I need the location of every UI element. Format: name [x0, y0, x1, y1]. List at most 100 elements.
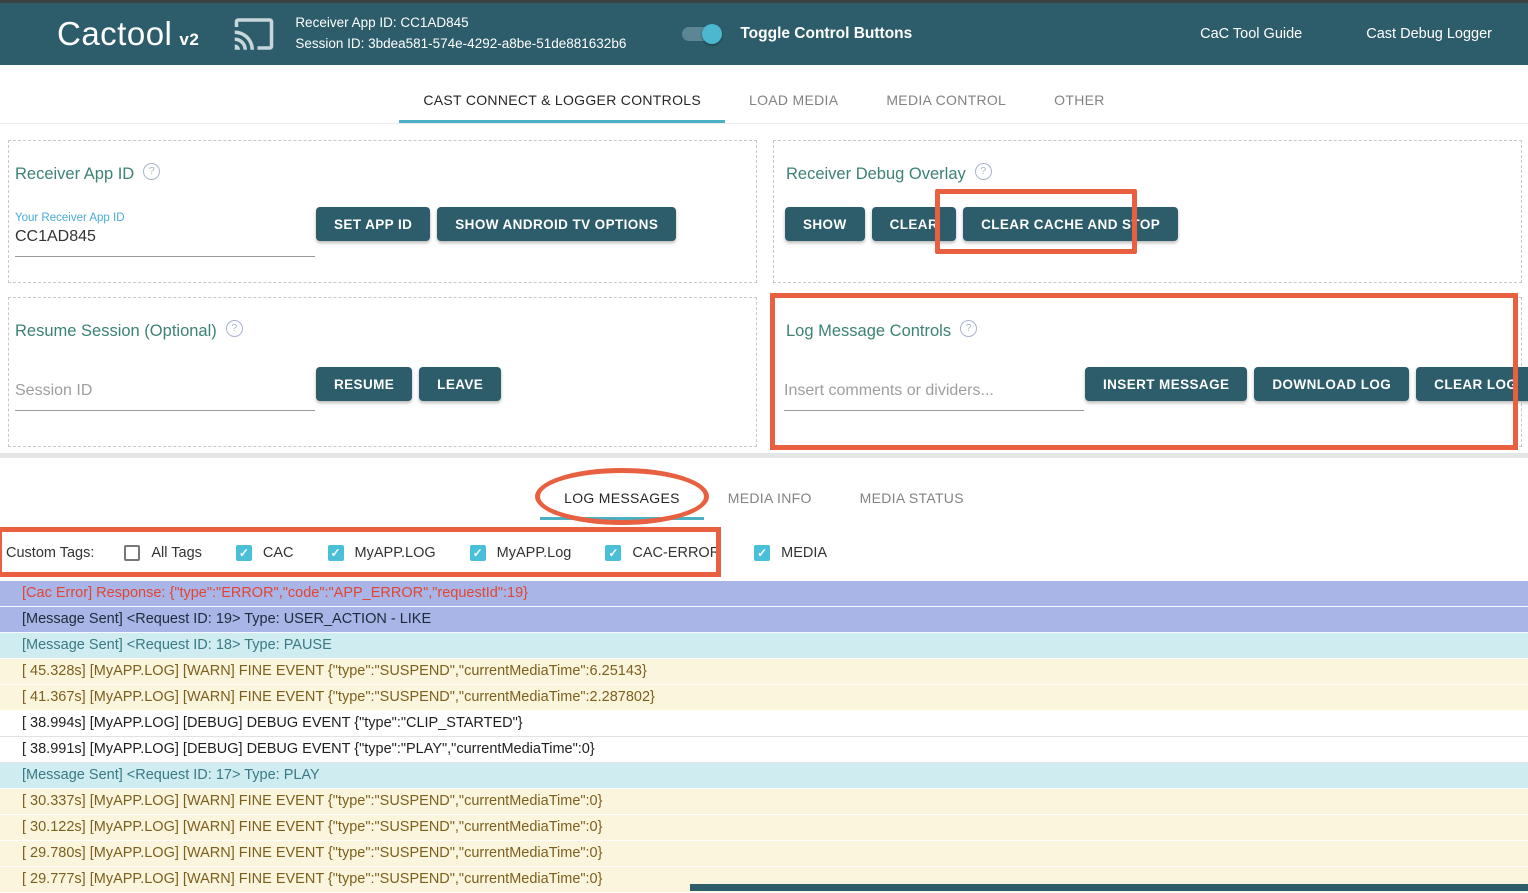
tag-label: MyAPP.LOG	[354, 544, 436, 561]
custom-tags-label: Custom Tags:	[6, 544, 95, 561]
custom-tags-row: Custom Tags: All Tags ✓ CAC ✓ MyAPP.LOG ✓ MyAP…	[0, 529, 861, 576]
log-row: [Message Sent] <Request ID: 19> Type: US…	[0, 607, 1528, 633]
tab-label: CAST CONNECT & LOGGER CONTROLS	[423, 92, 701, 108]
panel-title-text: Log Message Controls	[786, 322, 952, 340]
receiver-debug-overlay-buttons: SHOW CLEAR CLEAR CACHE AND STOP	[785, 207, 1179, 241]
receiver-app-id-input[interactable]	[15, 228, 315, 257]
log-row: [ 38.994s] [MyAPP.LOG] [DEBUG] DEBUG EVE…	[0, 711, 1528, 737]
clear-cache-and-stop-button[interactable]: CLEAR CACHE AND STOP	[963, 207, 1179, 241]
tag-filter-media[interactable]: ✓ MEDIA	[754, 544, 828, 561]
checkbox-checked-icon[interactable]: ✓	[605, 544, 622, 561]
panel-title-text: Receiver Debug Overlay	[786, 165, 966, 183]
resume-button[interactable]: RESUME	[316, 367, 413, 401]
resume-session-buttons: RESUME LEAVE	[316, 367, 502, 401]
tab-label: OTHER	[1054, 92, 1105, 108]
section-divider	[0, 453, 1528, 458]
panel-title: Receiver Debug Overlay ?	[786, 163, 992, 184]
tag-filter-all-tags[interactable]: All Tags	[124, 544, 202, 561]
log-row: [ 30.122s] [MyAPP.LOG] [WARN] FINE EVENT…	[0, 815, 1528, 841]
tab-label: MEDIA STATUS	[859, 490, 964, 506]
header-link-cac-tool-guide[interactable]: CaC Tool Guide	[1200, 26, 1303, 42]
panel-title: Log Message Controls ?	[786, 320, 978, 341]
log-row: [ 41.367s] [MyAPP.LOG] [WARN] FINE EVENT…	[0, 685, 1528, 711]
download-log-button[interactable]: DOWNLOAD LOG	[1254, 367, 1410, 401]
set-app-id-button[interactable]: SET APP ID	[316, 207, 431, 241]
log-message-controls-panel: Log Message Controls ? INSERT MESSAGEDOW…	[773, 297, 1528, 447]
leave-button[interactable]: LEAVE	[419, 367, 502, 401]
receiver-debug-overlay-panel: Receiver Debug Overlay ? SHOW CLEAR CLEAR …	[773, 140, 1522, 283]
panel-title-text: Receiver App ID	[15, 165, 135, 183]
log-messages-list: [Cac Error] Response: {"type":"ERROR","c…	[0, 581, 1528, 893]
tag-filter-cac[interactable]: ✓ CAC	[235, 544, 294, 561]
app-version: v2	[179, 30, 200, 49]
bottom-bar	[690, 884, 1528, 891]
tab-other[interactable]: OTHER	[1030, 78, 1129, 123]
tab-media-control[interactable]: MEDIA CONTROL	[862, 78, 1030, 123]
active-tab-underline	[540, 517, 704, 520]
toggle-label: Toggle Control Buttons	[740, 25, 913, 42]
app-title: Cactool	[57, 15, 173, 52]
clear-log-button[interactable]: CLEAR LOG	[1416, 367, 1528, 401]
tab-label: MEDIA INFO	[727, 490, 812, 506]
tag-filter-myapp-log[interactable]: ✓ MyAPP.Log	[469, 544, 572, 561]
tag-label: CAC	[262, 544, 294, 561]
receiver-app-id-buttons: SET APP ID SHOW ANDROID TV OPTIONS	[316, 207, 677, 241]
log-row: [ 45.328s] [MyAPP.LOG] [WARN] FINE EVENT…	[0, 659, 1528, 685]
tag-filter-myapp-log[interactable]: ✓ MyAPP.LOG	[327, 544, 436, 561]
tag-label: MyAPP.Log	[496, 544, 572, 561]
session-info: Receiver App ID: CC1AD845 Session ID: 3b…	[295, 13, 626, 55]
panel-title: Resume Session (Optional) ?	[15, 320, 243, 341]
help-icon[interactable]: ?	[225, 320, 243, 337]
log-row: [Message Sent] <Request ID: 18> Type: PA…	[0, 633, 1528, 659]
header-links: CaC Tool Guide Cast Debug Logger	[1200, 26, 1504, 42]
receiver-app-id-input-label: Your Receiver App ID	[15, 212, 125, 224]
receiver-app-id-panel: Receiver App ID ? Your Receiver App ID S…	[8, 140, 757, 283]
help-icon[interactable]: ?	[143, 163, 161, 180]
app-logo: Cactool v2	[57, 15, 199, 53]
session-id-input[interactable]	[15, 382, 315, 411]
help-icon[interactable]: ?	[960, 320, 978, 337]
show-android-tv-options-button[interactable]: SHOW ANDROID TV OPTIONS	[437, 207, 677, 241]
log-row: [ 38.991s] [MyAPP.LOG] [DEBUG] DEBUG EVE…	[0, 737, 1528, 763]
tag-label: MEDIA	[781, 544, 828, 561]
checkbox-checked-icon[interactable]: ✓	[327, 544, 344, 561]
custom-tags-items: All Tags ✓ CAC ✓ MyAPP.LOG ✓ MyAPP.Log ✓ CAC-ERR…	[124, 544, 861, 561]
help-icon[interactable]: ?	[974, 163, 992, 180]
panel-title-text: Resume Session (Optional)	[15, 322, 217, 340]
receiver-app-id-text: Receiver App ID: CC1AD845	[295, 15, 469, 31]
tab-label: LOG MESSAGES	[564, 490, 680, 506]
session-id-text: Session ID: 3bdea581-574e-4292-a8be-51de…	[295, 36, 627, 51]
tag-label: All Tags	[151, 544, 202, 561]
panel-title: Receiver App ID ?	[15, 163, 161, 184]
log-message-buttons: INSERT MESSAGE DOWNLOAD LOG CLEAR LOG	[1085, 367, 1528, 401]
log-row: [ 29.780s] [MyAPP.LOG] [WARN] FINE EVENT…	[0, 841, 1528, 867]
insert-message-button[interactable]: INSERT MESSAGE	[1085, 367, 1248, 401]
checkbox-checked-icon[interactable]: ✓	[235, 544, 252, 561]
tab-log-messages[interactable]: LOG MESSAGES	[540, 478, 704, 520]
chromecast-icon	[235, 18, 274, 50]
log-row: [Message Sent] <Request ID: 17> Type: PL…	[0, 763, 1528, 789]
checkbox-unchecked-icon[interactable]	[124, 544, 141, 561]
clear-button[interactable]: CLEAR	[871, 207, 957, 241]
header-link-cast-debug-logger[interactable]: Cast Debug Logger	[1366, 26, 1492, 42]
checkbox-checked-icon[interactable]: ✓	[469, 544, 486, 561]
log-message-input[interactable]	[784, 382, 1084, 411]
show-button[interactable]: SHOW	[785, 207, 865, 241]
toggle-control-buttons-switch[interactable]	[682, 24, 723, 44]
primary-tabbar: CAST CONNECT & LOGGER CONTROLS LOAD MEDIA…	[0, 78, 1528, 124]
tab-cast-connect-logger-controls[interactable]: CAST CONNECT & LOGGER CONTROLS	[399, 78, 725, 123]
tag-label: CAC-ERROR	[632, 544, 721, 561]
toggle-knob[interactable]	[702, 24, 723, 44]
checkbox-checked-icon[interactable]: ✓	[754, 544, 771, 561]
secondary-tabbar: LOG MESSAGES MEDIA INFO MEDIA STATUS	[0, 478, 1528, 520]
tab-load-media[interactable]: LOAD MEDIA	[725, 78, 862, 123]
tab-label: LOAD MEDIA	[748, 92, 839, 108]
tab-label: MEDIA CONTROL	[886, 92, 1007, 108]
tab-media-info[interactable]: MEDIA INFO	[704, 478, 836, 520]
tag-filter-cac-error[interactable]: ✓ CAC-ERROR	[605, 544, 721, 561]
active-tab-underline	[399, 120, 725, 123]
log-row: [ 30.337s] [MyAPP.LOG] [WARN] FINE EVENT…	[0, 789, 1528, 815]
tab-media-status[interactable]: MEDIA STATUS	[836, 478, 988, 520]
log-row: [Cac Error] Response: {"type":"ERROR","c…	[0, 581, 1528, 607]
